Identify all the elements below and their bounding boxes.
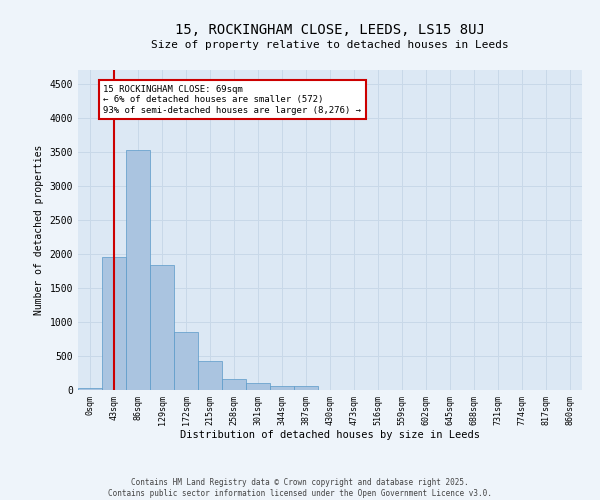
Text: Size of property relative to detached houses in Leeds: Size of property relative to detached ho… [151,40,509,50]
Text: 15, ROCKINGHAM CLOSE, LEEDS, LS15 8UJ: 15, ROCKINGHAM CLOSE, LEEDS, LS15 8UJ [175,22,485,36]
X-axis label: Distribution of detached houses by size in Leeds: Distribution of detached houses by size … [180,430,480,440]
Bar [246,383,270,390]
Bar [150,266,174,390]
Bar [126,150,150,390]
Bar [78,388,102,390]
Text: 15 ROCKINGHAM CLOSE: 69sqm
← 6% of detached houses are smaller (572)
93% of semi: 15 ROCKINGHAM CLOSE: 69sqm ← 6% of detac… [103,85,361,115]
Bar [294,386,318,390]
Bar [222,379,246,390]
Y-axis label: Number of detached properties: Number of detached properties [34,145,44,315]
Bar [174,332,198,390]
Bar [198,360,222,390]
Text: Contains HM Land Registry data © Crown copyright and database right 2025.
Contai: Contains HM Land Registry data © Crown c… [108,478,492,498]
Bar [270,386,294,390]
Bar [102,257,126,390]
